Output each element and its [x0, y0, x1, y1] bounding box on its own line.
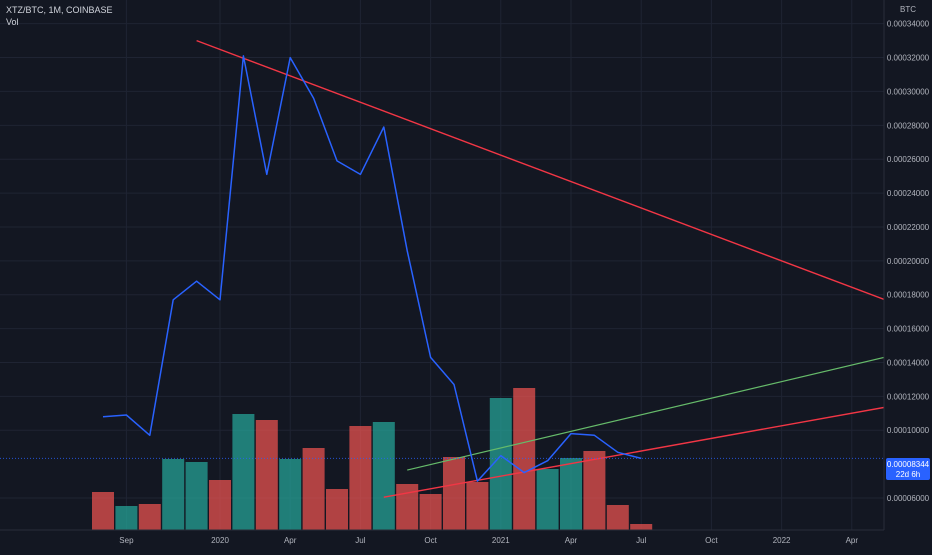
volume-bar — [279, 459, 302, 530]
price-line[interactable] — [102, 55, 642, 482]
volume-bar — [138, 504, 161, 530]
price-tick-label: 0.00006000 — [887, 494, 930, 503]
price-tick-label: 0.00010000 — [887, 426, 930, 435]
price-tick-label: 0.00012000 — [887, 392, 930, 401]
grid — [0, 0, 884, 530]
time-axis-ticks: Sep 2020 Apr Jul Oct 2021 Apr Jul Oct 2022 Apr — [119, 536, 858, 545]
volume-bar — [443, 457, 465, 530]
volume-bar — [349, 426, 372, 530]
time-tick-label: Oct — [424, 536, 437, 545]
volume-bar — [560, 458, 582, 530]
price-tick-label: 0.00034000 — [887, 20, 930, 29]
volume-bar — [489, 398, 512, 530]
volume-bar — [419, 494, 442, 530]
price-tick-label: 0.00022000 — [887, 223, 930, 232]
price-axis-ticks: 0.00034000 0.00032000 0.00030000 0.00028000… — [887, 20, 930, 503]
time-tick-label: Apr — [284, 536, 297, 545]
volume-bar — [606, 505, 629, 530]
volume-bar — [232, 414, 255, 530]
price-tick-label: 0.00026000 — [887, 155, 930, 164]
volume-bar — [372, 422, 395, 530]
volume-bar — [326, 489, 348, 530]
current-price-tag-bg — [886, 458, 930, 480]
volume-bar — [513, 388, 536, 530]
volume-bar — [536, 469, 559, 530]
volume-bar — [255, 420, 278, 530]
price-tick-label: 0.00032000 — [887, 54, 930, 63]
price-tick-label: 0.00030000 — [887, 87, 930, 96]
current-price-tag: 0.00008344 22d 6h — [886, 458, 930, 480]
legend-symbol[interactable]: XTZ/BTC, 1M, COINBASE — [6, 5, 113, 15]
legend-indicator-vol[interactable]: Vol — [6, 17, 19, 27]
price-tick-label: 0.00024000 — [887, 189, 930, 198]
volume-bar — [92, 492, 114, 530]
trendline-red[interactable] — [383, 404, 899, 498]
volume-bar — [185, 462, 208, 530]
price-tick-label: 0.00014000 — [887, 358, 930, 367]
time-tick-label: 2020 — [211, 536, 229, 545]
price-tick-label: 0.00028000 — [887, 121, 930, 130]
volume-bar — [115, 506, 138, 530]
current-price-label: 0.00008344 — [887, 460, 930, 469]
volume-bar — [630, 524, 653, 530]
volume-bars — [92, 388, 653, 530]
time-tick-label: Apr — [565, 536, 578, 545]
volume-bar — [209, 480, 231, 530]
volume-bar — [302, 448, 325, 530]
volume-bar — [162, 459, 185, 530]
time-tick-label: Jul — [636, 536, 646, 545]
chart-legend: XTZ/BTC, 1M, COINBASE Vol — [6, 4, 113, 28]
time-tick-label: 2021 — [492, 536, 510, 545]
volume-bar — [466, 482, 489, 530]
time-tick-label: Sep — [119, 536, 134, 545]
time-tick-label: 2022 — [773, 536, 791, 545]
trendlines[interactable] — [196, 39, 899, 498]
price-axis-unit: BTC — [900, 5, 916, 14]
countdown-label: 22d 6h — [896, 470, 920, 479]
price-line-group — [102, 55, 642, 482]
price-tick-label: 0.00016000 — [887, 325, 930, 334]
trendline-red[interactable] — [196, 39, 899, 306]
trendline-green[interactable] — [407, 353, 899, 471]
time-tick-label: Apr — [846, 536, 859, 545]
price-tick-label: 0.00020000 — [887, 257, 930, 266]
volume-bar — [583, 451, 606, 530]
volume-bar — [396, 484, 419, 530]
time-tick-label: Oct — [705, 536, 718, 545]
time-tick-label: Jul — [355, 536, 365, 545]
price-tick-label: 0.00018000 — [887, 291, 930, 300]
